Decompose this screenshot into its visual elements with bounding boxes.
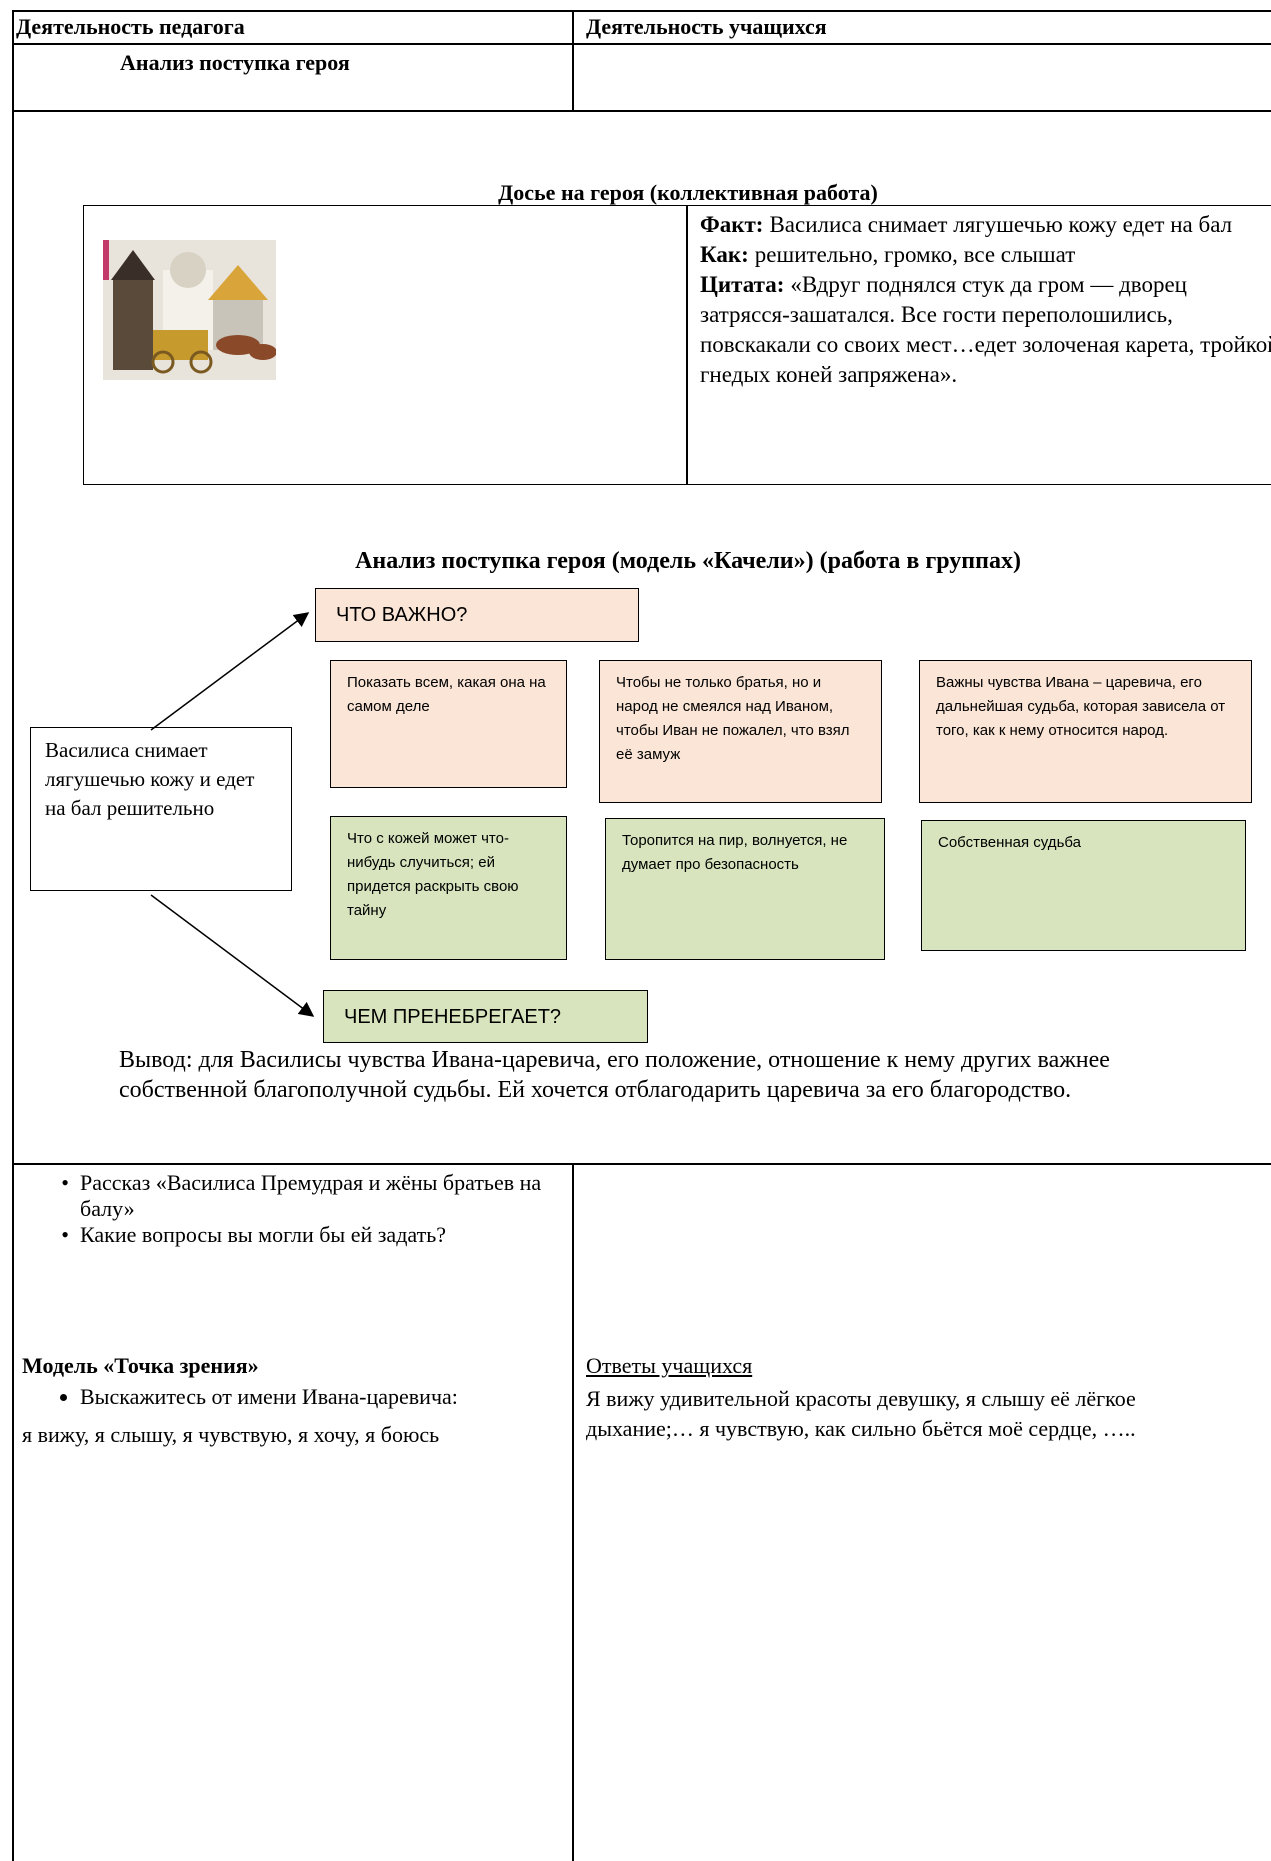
- dossier-line: Как: решительно, громко, все слышат: [700, 240, 1271, 270]
- dossier-value: Василиса снимает лягушечью кожу едет на …: [769, 212, 1233, 237]
- list-item: Какие вопросы вы могли бы ей задать?: [80, 1222, 572, 1248]
- section-title: Досье на героя (коллективная работа): [498, 180, 878, 205]
- list-item: Рассказ «Василиса Премудрая и жёны брать…: [80, 1170, 572, 1222]
- rule: [12, 10, 1271, 12]
- list: Рассказ «Василиса Премудрая и жёны брать…: [0, 1170, 572, 1248]
- dossier-table: [83, 205, 1271, 485]
- label-box: ЧЕМ ПРЕНЕБРЕГАЕТ?: [323, 990, 648, 1043]
- rule: [12, 43, 1271, 45]
- illustration: [103, 240, 276, 380]
- dossier-text: Факт: Василиса снимает лягушечью кожу еде…: [700, 210, 1271, 390]
- important-box: Показать всем, какая она на самом деле: [330, 660, 567, 788]
- cell-title: Модель «Точка зрения»: [22, 1353, 259, 1378]
- dossier-value: решительно, громко, все слышат: [754, 242, 1076, 267]
- label-box: ЧТО ВАЖНО?: [315, 588, 639, 642]
- dossier-line: Цитата: «Вдруг поднялся стук да гром — дв…: [700, 270, 1271, 390]
- rule: [12, 1163, 1271, 1165]
- important-box: Важны чувства Ивана – царевича, его даль…: [919, 660, 1252, 803]
- dossier-label: Факт:: [700, 212, 764, 237]
- source-box: Василиса снимает лягушечью кожу и едет н…: [30, 727, 292, 891]
- dossier-label: Цитата:: [700, 272, 785, 297]
- header-cell: Деятельность учащихся: [586, 14, 827, 39]
- rule: [572, 1163, 574, 1861]
- rule: [12, 110, 1271, 112]
- cell: Рассказ «Василиса Премудрая и жёны брать…: [0, 1170, 572, 1248]
- cell-text: Я вижу удивительной красоты девушку, я с…: [586, 1386, 1136, 1441]
- conclusion: Вывод: для Василисы чувства Ивана-цареви…: [119, 1047, 1110, 1103]
- neglect-box: Торопится на пир, волнуется, не думает п…: [605, 818, 885, 960]
- arrows: [150, 612, 315, 1017]
- rule: [12, 10, 14, 1861]
- header-cell: Деятельность педагога: [16, 14, 245, 39]
- cell-text: Анализ поступка героя: [120, 50, 350, 75]
- neglect-box: Что с кожей может что-нибудь случиться; …: [330, 816, 567, 960]
- cell-title: Ответы учащихся: [586, 1353, 753, 1378]
- rule: [572, 10, 574, 110]
- dossier-label: Как:: [700, 242, 749, 267]
- dossier-line: Факт: Василиса снимает лягушечью кожу еде…: [700, 210, 1271, 240]
- neglect-box: Собственная судьба: [921, 820, 1246, 951]
- dossier-value: «Вдруг поднялся стук да гром — дворец за…: [700, 272, 1271, 387]
- important-box: Чтобы не только братья, но и народ не см…: [599, 660, 882, 803]
- cell-text: я вижу, я слышу, я чувствую, я хочу, я б…: [22, 1422, 440, 1447]
- section-title: Анализ поступка героя (модель «Качели») …: [355, 548, 1021, 574]
- list-item: Выскажитесь от имени Ивана-царевича:: [80, 1384, 572, 1410]
- list: Выскажитесь от имени Ивана-царевича:: [0, 1384, 572, 1410]
- cell: Выскажитесь от имени Ивана-царевича:: [0, 1384, 572, 1410]
- rule: [686, 205, 688, 485]
